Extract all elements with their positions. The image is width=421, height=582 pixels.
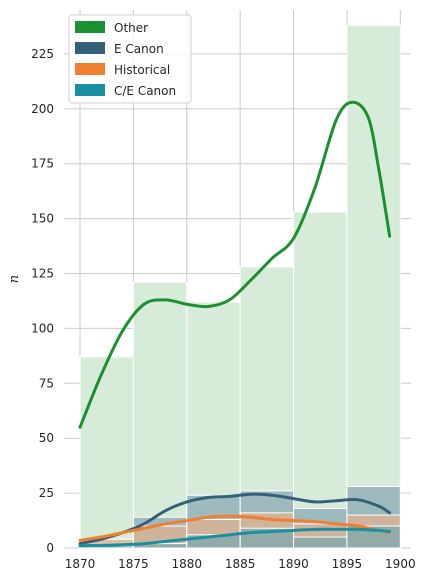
y-tick-label: 75 (39, 376, 54, 390)
x-tick-label: 1885 (225, 557, 256, 571)
y-tick-label: 50 (39, 431, 54, 445)
y-tick-label: 0 (46, 541, 54, 555)
legend-swatch (75, 63, 105, 75)
bar-other (293, 211, 348, 549)
x-tick-label: 1880 (172, 557, 203, 571)
kde-line-c-e-canon (78, 527, 392, 548)
legend-box (68, 14, 192, 104)
x-tick-label: 1870 (65, 557, 96, 571)
kde-line-historical (78, 514, 392, 542)
y-axis-label: n (7, 275, 22, 283)
x-tick-labels: 1870 1875 1880 1885 1890 1895 1900 (65, 557, 416, 571)
x-tick-label: 1890 (278, 557, 309, 571)
legend-swatch (75, 42, 105, 54)
bar-c-e-canon (293, 536, 348, 549)
legend-label: Historical (114, 63, 170, 77)
legend-label: C/E Canon (114, 84, 176, 98)
y-tick-label: 175 (31, 157, 54, 171)
x-tick-label: 1895 (332, 557, 363, 571)
y-tick-label: 100 (31, 321, 54, 335)
bar-other (132, 281, 188, 549)
legend-swatch (75, 84, 105, 96)
legend-label: E Canon (114, 42, 164, 56)
kde-line-e-canon (78, 492, 392, 546)
legend: Other E Canon Historical C/E Canon (68, 14, 192, 104)
x-tick-label: 1875 (118, 557, 149, 571)
y-tick-label: 225 (31, 47, 54, 61)
kde-curves (78, 100, 392, 548)
x-tick-label: 1900 (385, 557, 416, 571)
kde-line-other (78, 100, 392, 429)
y-tick-labels: 0 25 50 75 100 125 150 175 200 225 (31, 47, 54, 555)
y-tick-label: 150 (31, 212, 54, 226)
y-tick-label: 25 (39, 486, 54, 500)
legend-label: Other (114, 21, 148, 35)
legend-swatch (75, 21, 105, 33)
y-tick-label: 200 (31, 102, 54, 116)
bar-other (346, 24, 401, 549)
bar-other (79, 356, 134, 549)
y-tick-label: 125 (31, 267, 54, 281)
